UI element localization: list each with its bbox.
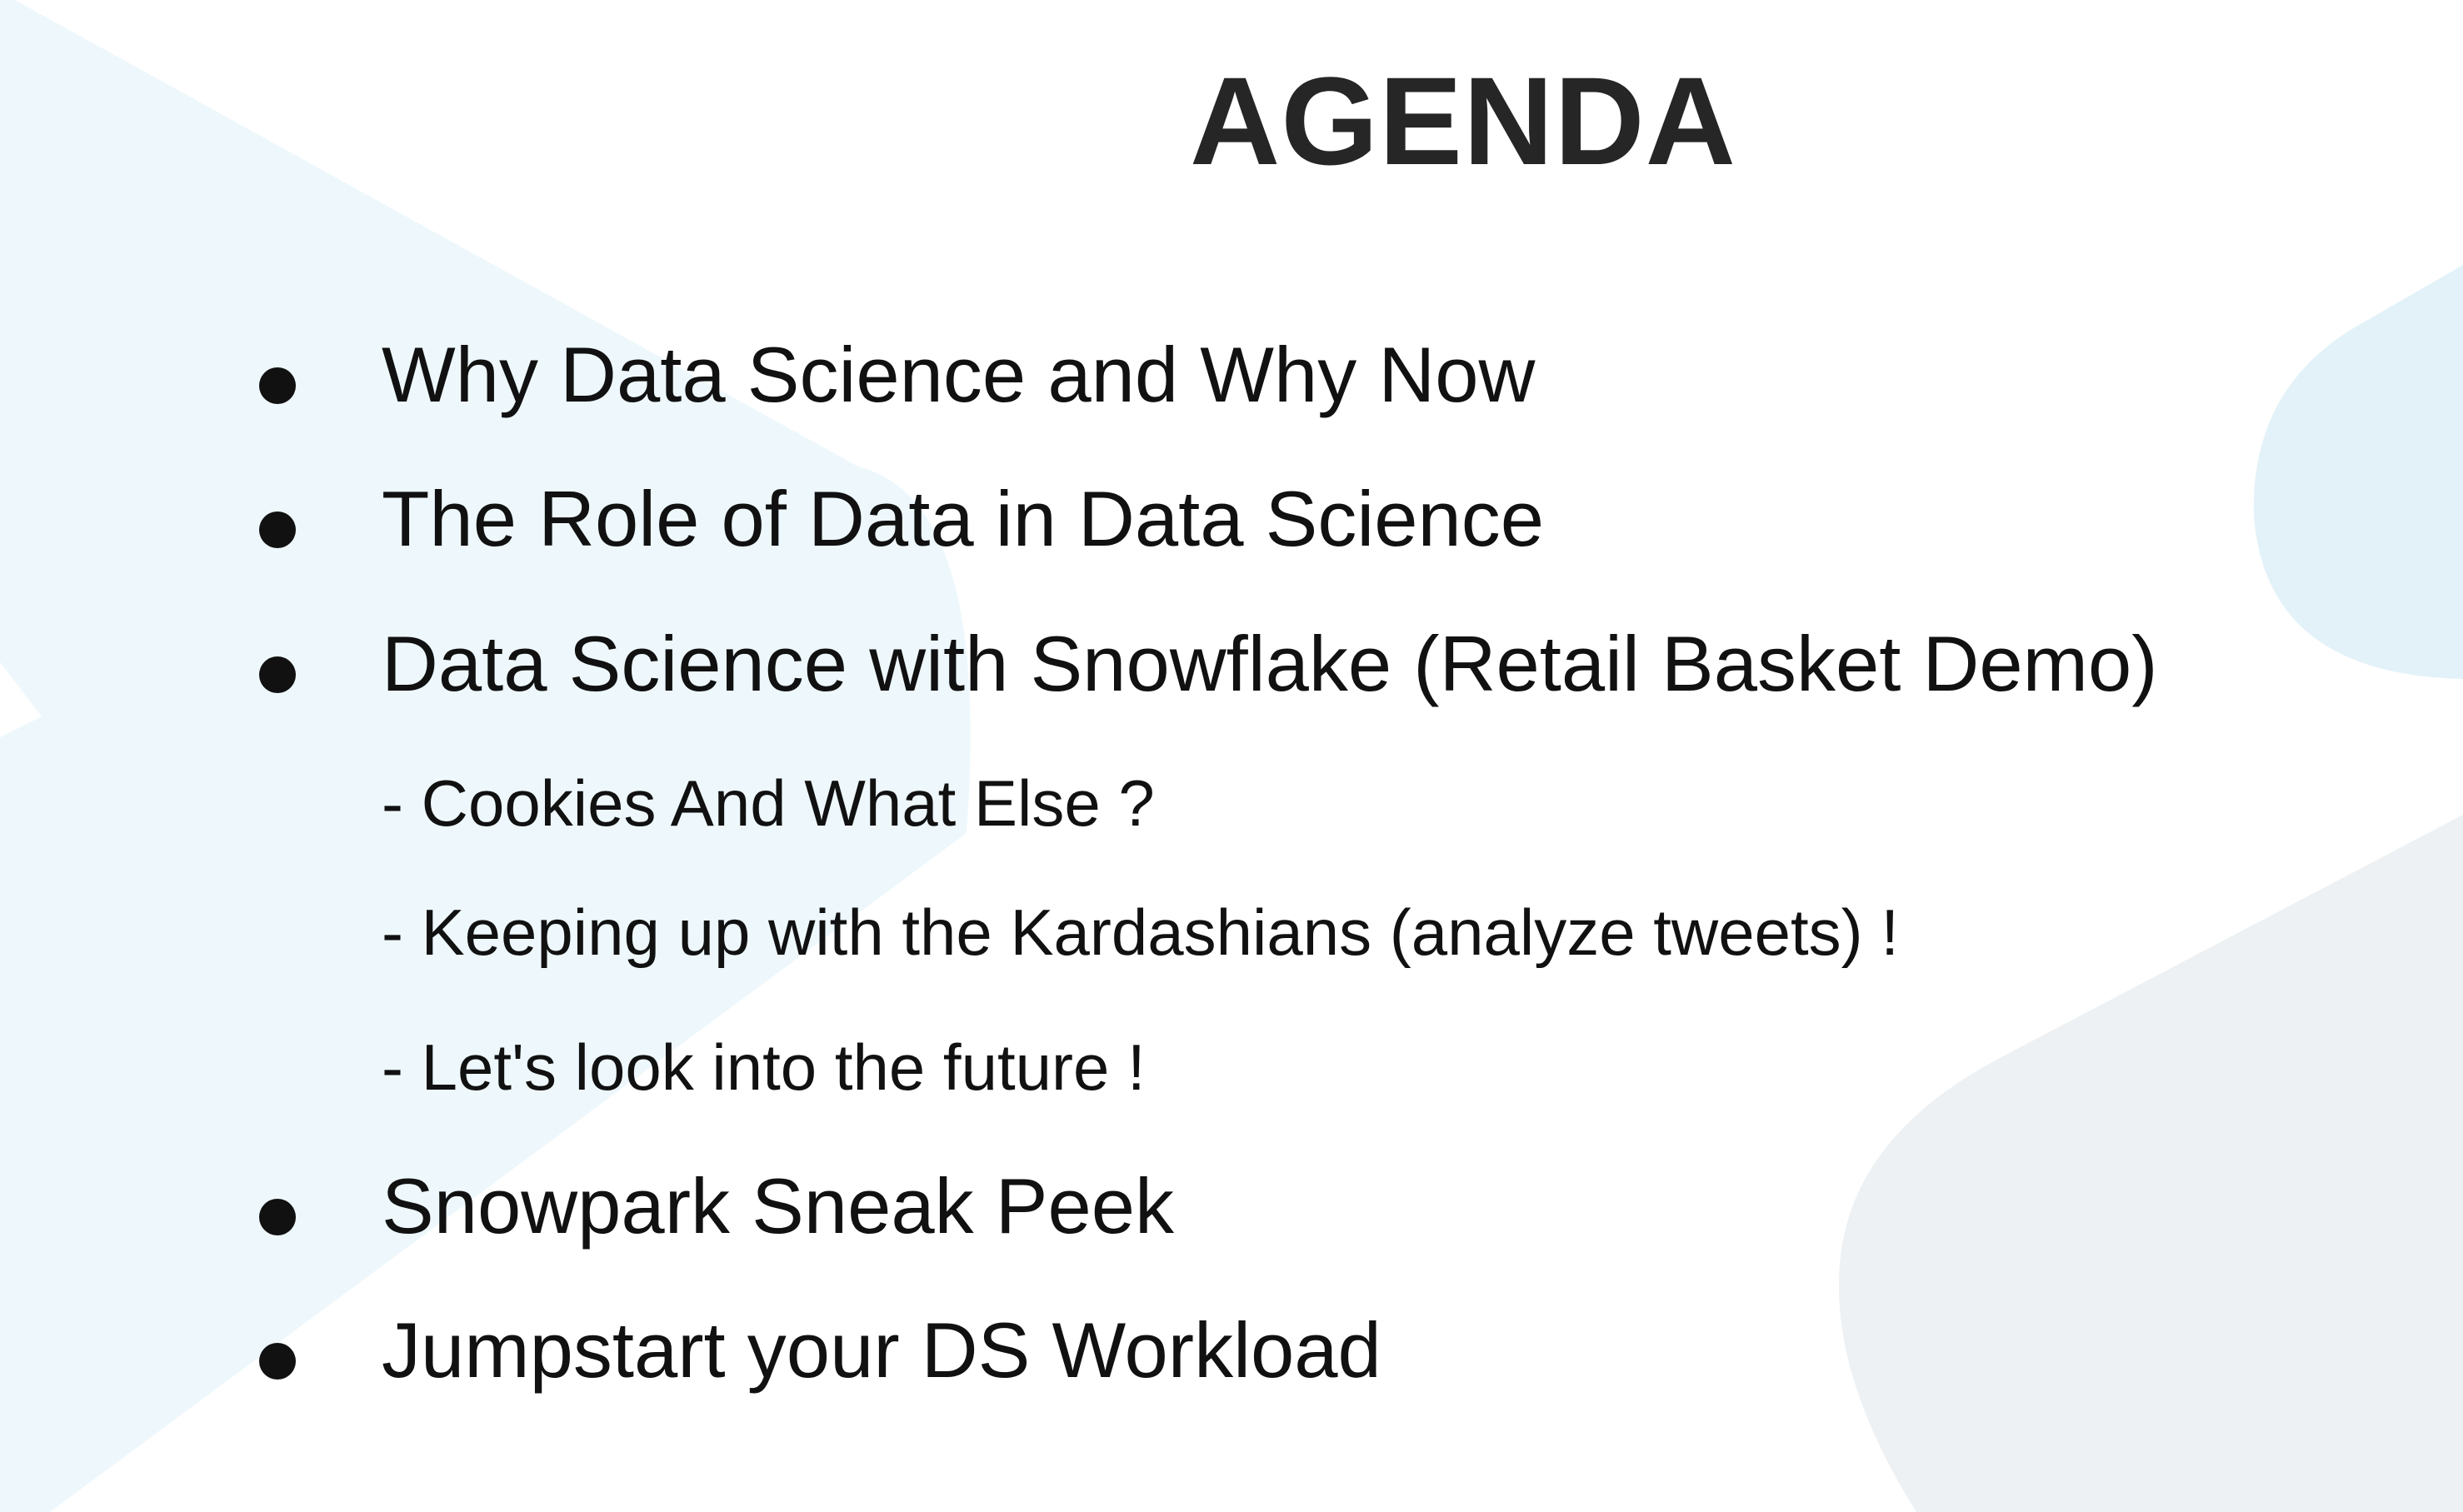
agenda-subitem-text: - Keeping up with the Kardashians (analy… — [382, 896, 1900, 969]
bullet-icon — [259, 656, 296, 693]
agenda-item-text: Snowpark Sneak Peek — [382, 1162, 1175, 1250]
agenda-item-text: The Role of Data in Data Science — [382, 475, 1545, 562]
bullet-icon — [259, 1199, 296, 1235]
top-right-blue-blob — [2253, 265, 2463, 679]
agenda-item-text: Why Data Science and Why Now — [382, 331, 1536, 418]
left-light-blue-shape — [0, 0, 971, 1512]
agenda-item-text: Data Science with Snowflake (Retail Bask… — [382, 620, 2158, 707]
bullet-icon — [259, 367, 296, 404]
agenda-item-text: Jumpstart your DS Workload — [382, 1306, 1381, 1394]
bullet-icon — [259, 1343, 296, 1380]
bottom-right-gray-shape — [1838, 815, 2463, 1512]
slide-title: AGENDA — [1189, 51, 1737, 191]
agenda-subitem-text: - Cookies And What Else ? — [382, 766, 1155, 840]
agenda-subitem-text: - Let's look into the future ! — [382, 1030, 1146, 1104]
bullet-icon — [259, 511, 296, 548]
